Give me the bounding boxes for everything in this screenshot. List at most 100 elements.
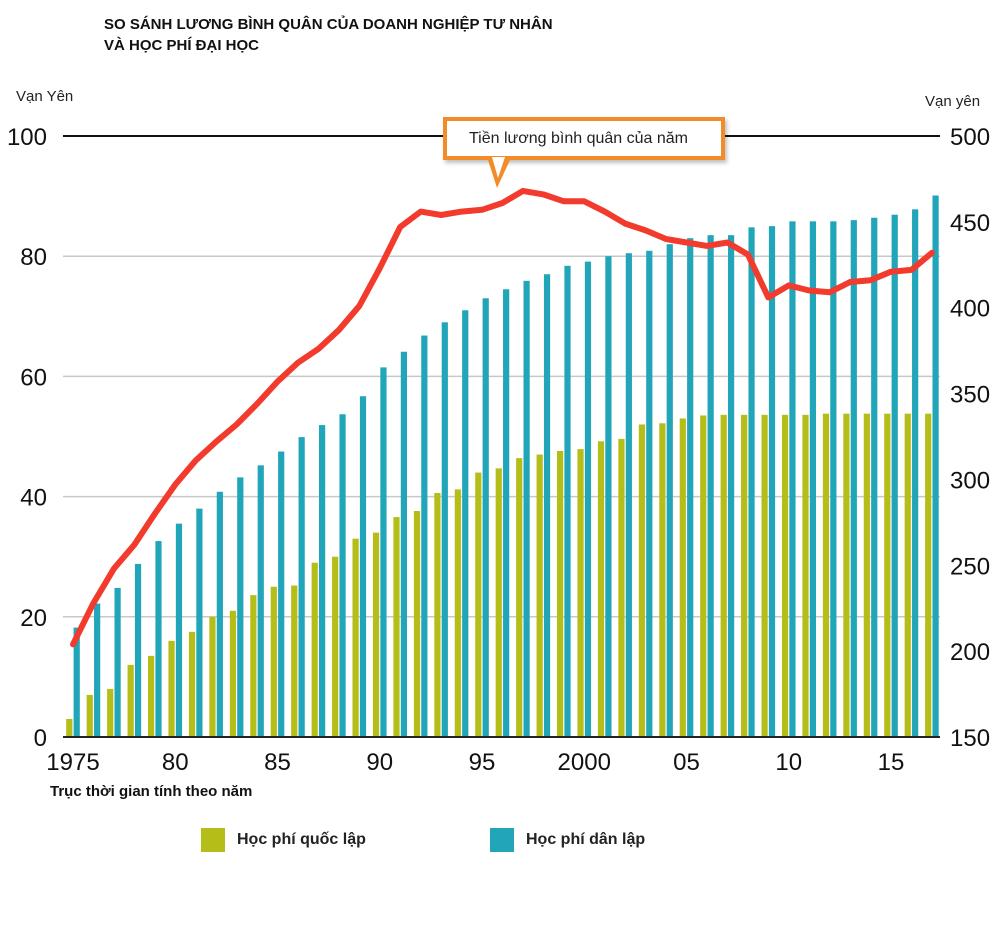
- bar-public-fee: [66, 718, 73, 737]
- bar-private-fee: [400, 351, 407, 737]
- x-tick-label: 80: [162, 749, 189, 776]
- left-tick-label: 100: [7, 124, 47, 151]
- callout-label: Tiền lương bình quân của năm: [469, 129, 688, 147]
- bar-private-fee: [298, 437, 305, 737]
- line-series: [70, 187, 935, 648]
- left-tick-label: 80: [20, 244, 47, 271]
- bar-public-fee: [311, 562, 318, 737]
- bar-private-fee: [421, 335, 428, 737]
- bar-private-fee: [523, 280, 530, 737]
- bar-public-fee: [434, 492, 441, 737]
- bar-private-fee: [912, 209, 919, 737]
- bar-private-fee: [196, 508, 203, 737]
- bar-private-fee: [114, 587, 121, 737]
- x-tick-label: 85: [264, 749, 291, 776]
- bar-private-fee: [605, 256, 612, 737]
- bar-public-fee: [700, 415, 707, 737]
- bar-private-fee: [809, 221, 816, 738]
- bar-private-fee: [73, 627, 80, 737]
- bar-public-fee: [597, 441, 605, 737]
- bar-public-fee: [761, 414, 768, 737]
- bar-private-fee: [216, 491, 223, 737]
- x-tick-label: 05: [673, 749, 700, 776]
- bar-private-fee: [707, 235, 714, 738]
- bar-public-fee: [802, 414, 809, 737]
- bar-public-fee: [659, 423, 666, 737]
- bar-private-fee: [359, 396, 367, 737]
- bar-public-fee: [495, 468, 502, 737]
- right-axis-unit: Vạn yên: [925, 93, 980, 110]
- legend-label-private: Học phí dân lập: [526, 831, 646, 848]
- legend-label-public: Học phí quốc lập: [237, 831, 366, 848]
- bar-private-fee: [175, 523, 183, 737]
- bar-public-fee: [536, 454, 543, 737]
- bar-public-fee: [720, 414, 727, 737]
- bar-private-fee: [625, 253, 632, 737]
- bar-private-fee: [482, 298, 489, 737]
- x-tick-label: 90: [366, 749, 393, 776]
- bar-public-fee: [413, 511, 421, 737]
- x-tick-label: 2000: [558, 749, 611, 776]
- bar-public-fee: [557, 450, 564, 737]
- bar-series: [66, 195, 939, 738]
- bar-private-fee: [155, 541, 162, 737]
- bar-private-fee: [748, 227, 755, 738]
- axes: 0 20 40 60 80 100 150 200 250 300 350 400 450 500 Vạn …: [7, 88, 990, 800]
- bar-private-fee: [462, 310, 469, 737]
- bar-public-fee: [925, 413, 932, 737]
- right-tick-label: 250: [950, 553, 990, 580]
- bar-private-fee: [380, 367, 387, 737]
- bar-public-fee: [884, 413, 891, 737]
- bar-private-fee: [646, 250, 653, 737]
- bar-public-fee: [270, 586, 277, 737]
- bar-public-fee: [904, 413, 911, 737]
- bar-public-fee: [618, 438, 625, 737]
- left-tick-label: 0: [34, 725, 47, 752]
- bar-public-fee: [577, 449, 584, 737]
- bar-private-fee: [584, 261, 592, 737]
- x-tick-label: 95: [469, 749, 496, 776]
- bar-private-fee: [871, 217, 878, 738]
- bar-private-fee: [237, 477, 244, 737]
- left-tick-label: 20: [20, 605, 47, 632]
- bar-private-fee: [94, 603, 101, 737]
- bar-public-fee: [475, 472, 482, 737]
- bar-public-fee: [393, 517, 400, 737]
- legend-swatch-public: [201, 828, 225, 852]
- bar-private-fee: [728, 235, 735, 738]
- right-tick-label: 300: [950, 467, 990, 494]
- bar-private-fee: [666, 244, 673, 737]
- bar-private-fee: [687, 238, 694, 738]
- bar-private-fee: [891, 214, 898, 737]
- legend-item-public: Học phí quốc lập: [201, 828, 366, 852]
- bar-public-fee: [863, 413, 870, 737]
- bar-private-fee: [441, 322, 448, 737]
- x-axis-label: Trục thời gian tính theo năm: [50, 783, 252, 800]
- bar-private-fee: [850, 220, 857, 737]
- bar-public-fee: [843, 413, 850, 737]
- bar-private-fee: [319, 425, 326, 737]
- bar-public-fee: [86, 694, 93, 737]
- bar-public-fee: [372, 532, 380, 737]
- bar-public-fee: [638, 424, 645, 737]
- right-tick-label: 150: [950, 725, 990, 752]
- bar-private-fee: [830, 221, 837, 738]
- bar-public-fee: [679, 418, 686, 737]
- right-tick-label: 450: [950, 210, 990, 237]
- bar-public-fee: [332, 556, 339, 737]
- right-tick-label: 350: [950, 382, 990, 409]
- bar-private-fee: [257, 465, 264, 737]
- bar-public-fee: [781, 414, 789, 737]
- bar-public-fee: [352, 538, 359, 737]
- left-axis-unit: Vạn Yên: [16, 88, 73, 105]
- right-tick-label: 200: [950, 639, 990, 666]
- bar-public-fee: [822, 413, 830, 737]
- bar-private-fee: [564, 265, 571, 737]
- bar-public-fee: [741, 414, 748, 737]
- bar-public-fee: [209, 616, 216, 737]
- right-tick-label: 400: [950, 296, 990, 323]
- bar-private-fee: [789, 221, 796, 738]
- x-tick-label: 10: [775, 749, 802, 776]
- bar-private-fee: [768, 226, 776, 737]
